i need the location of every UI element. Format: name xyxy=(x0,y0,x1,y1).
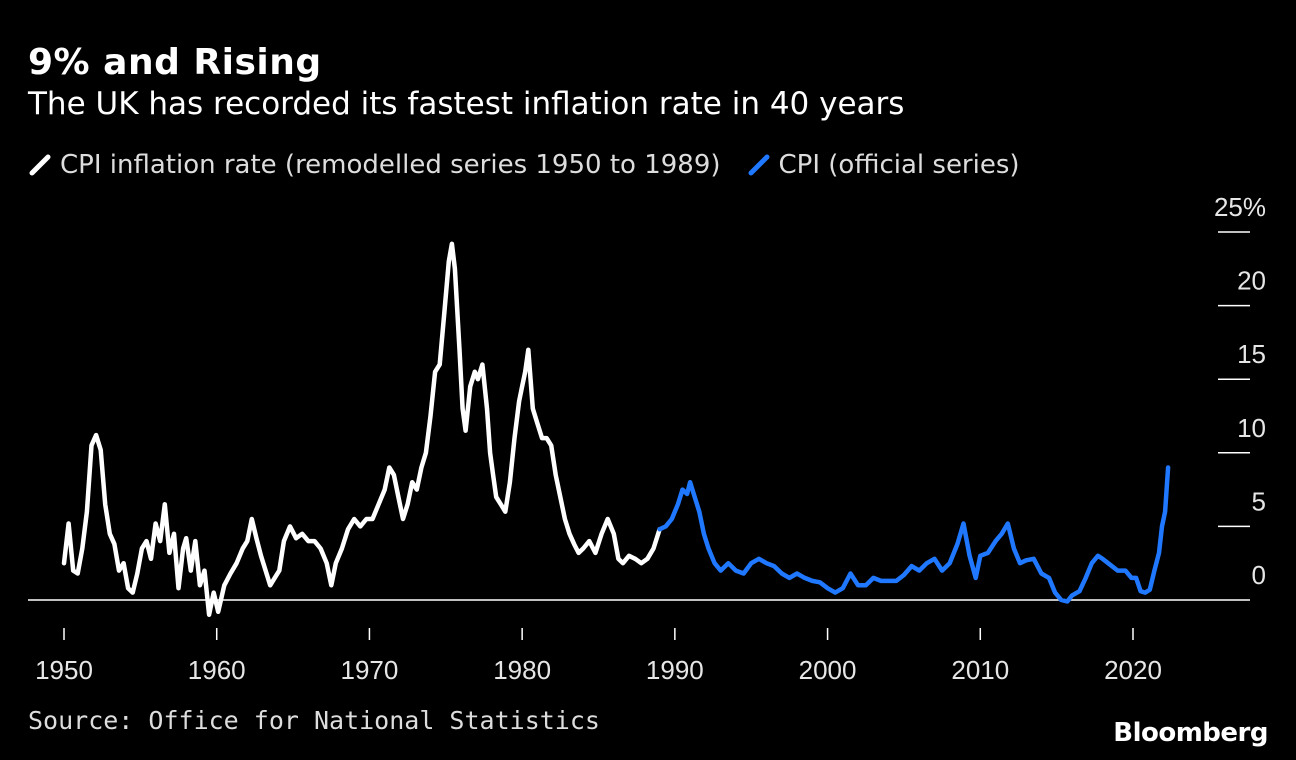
legend-item-remodelled: CPI inflation rate (remodelled series 19… xyxy=(28,150,721,180)
x-tick-label: 2020 xyxy=(1104,655,1162,685)
y-tick-label: 5 xyxy=(1252,486,1266,516)
y-tick-label: 25% xyxy=(1214,192,1266,222)
x-tick-label: 1980 xyxy=(493,655,551,685)
x-tick-label: 1990 xyxy=(646,655,704,685)
legend: CPI inflation rate (remodelled series 19… xyxy=(28,150,1046,180)
series-line-remodelled xyxy=(61,241,662,617)
legend-item-official: CPI (official series) xyxy=(747,150,1020,180)
series-line-official xyxy=(657,465,1171,604)
chart-subtitle: The UK has recorded its fastest inflatio… xyxy=(28,86,905,122)
x-tick-label: 1970 xyxy=(341,655,399,685)
x-tick-label: 2010 xyxy=(951,655,1009,685)
x-tick-label: 1950 xyxy=(35,655,93,685)
y-tick-label: 15 xyxy=(1237,339,1266,369)
y-tick-label: 10 xyxy=(1237,413,1266,443)
chart-title: 9% and Rising xyxy=(28,42,322,83)
y-tick-label: 0 xyxy=(1252,560,1266,590)
slash-line-icon xyxy=(747,153,771,177)
x-tick-label: 1960 xyxy=(188,655,246,685)
source-note: Source: Office for National Statistics xyxy=(28,706,600,735)
legend-label-remodelled: CPI inflation rate (remodelled series 19… xyxy=(60,150,721,180)
x-tick-label: 2000 xyxy=(799,655,857,685)
brand-logo: Bloomberg xyxy=(1113,718,1268,748)
legend-label-official: CPI (official series) xyxy=(778,150,1020,180)
slash-line-icon xyxy=(28,153,52,177)
y-tick-label: 20 xyxy=(1237,266,1266,296)
